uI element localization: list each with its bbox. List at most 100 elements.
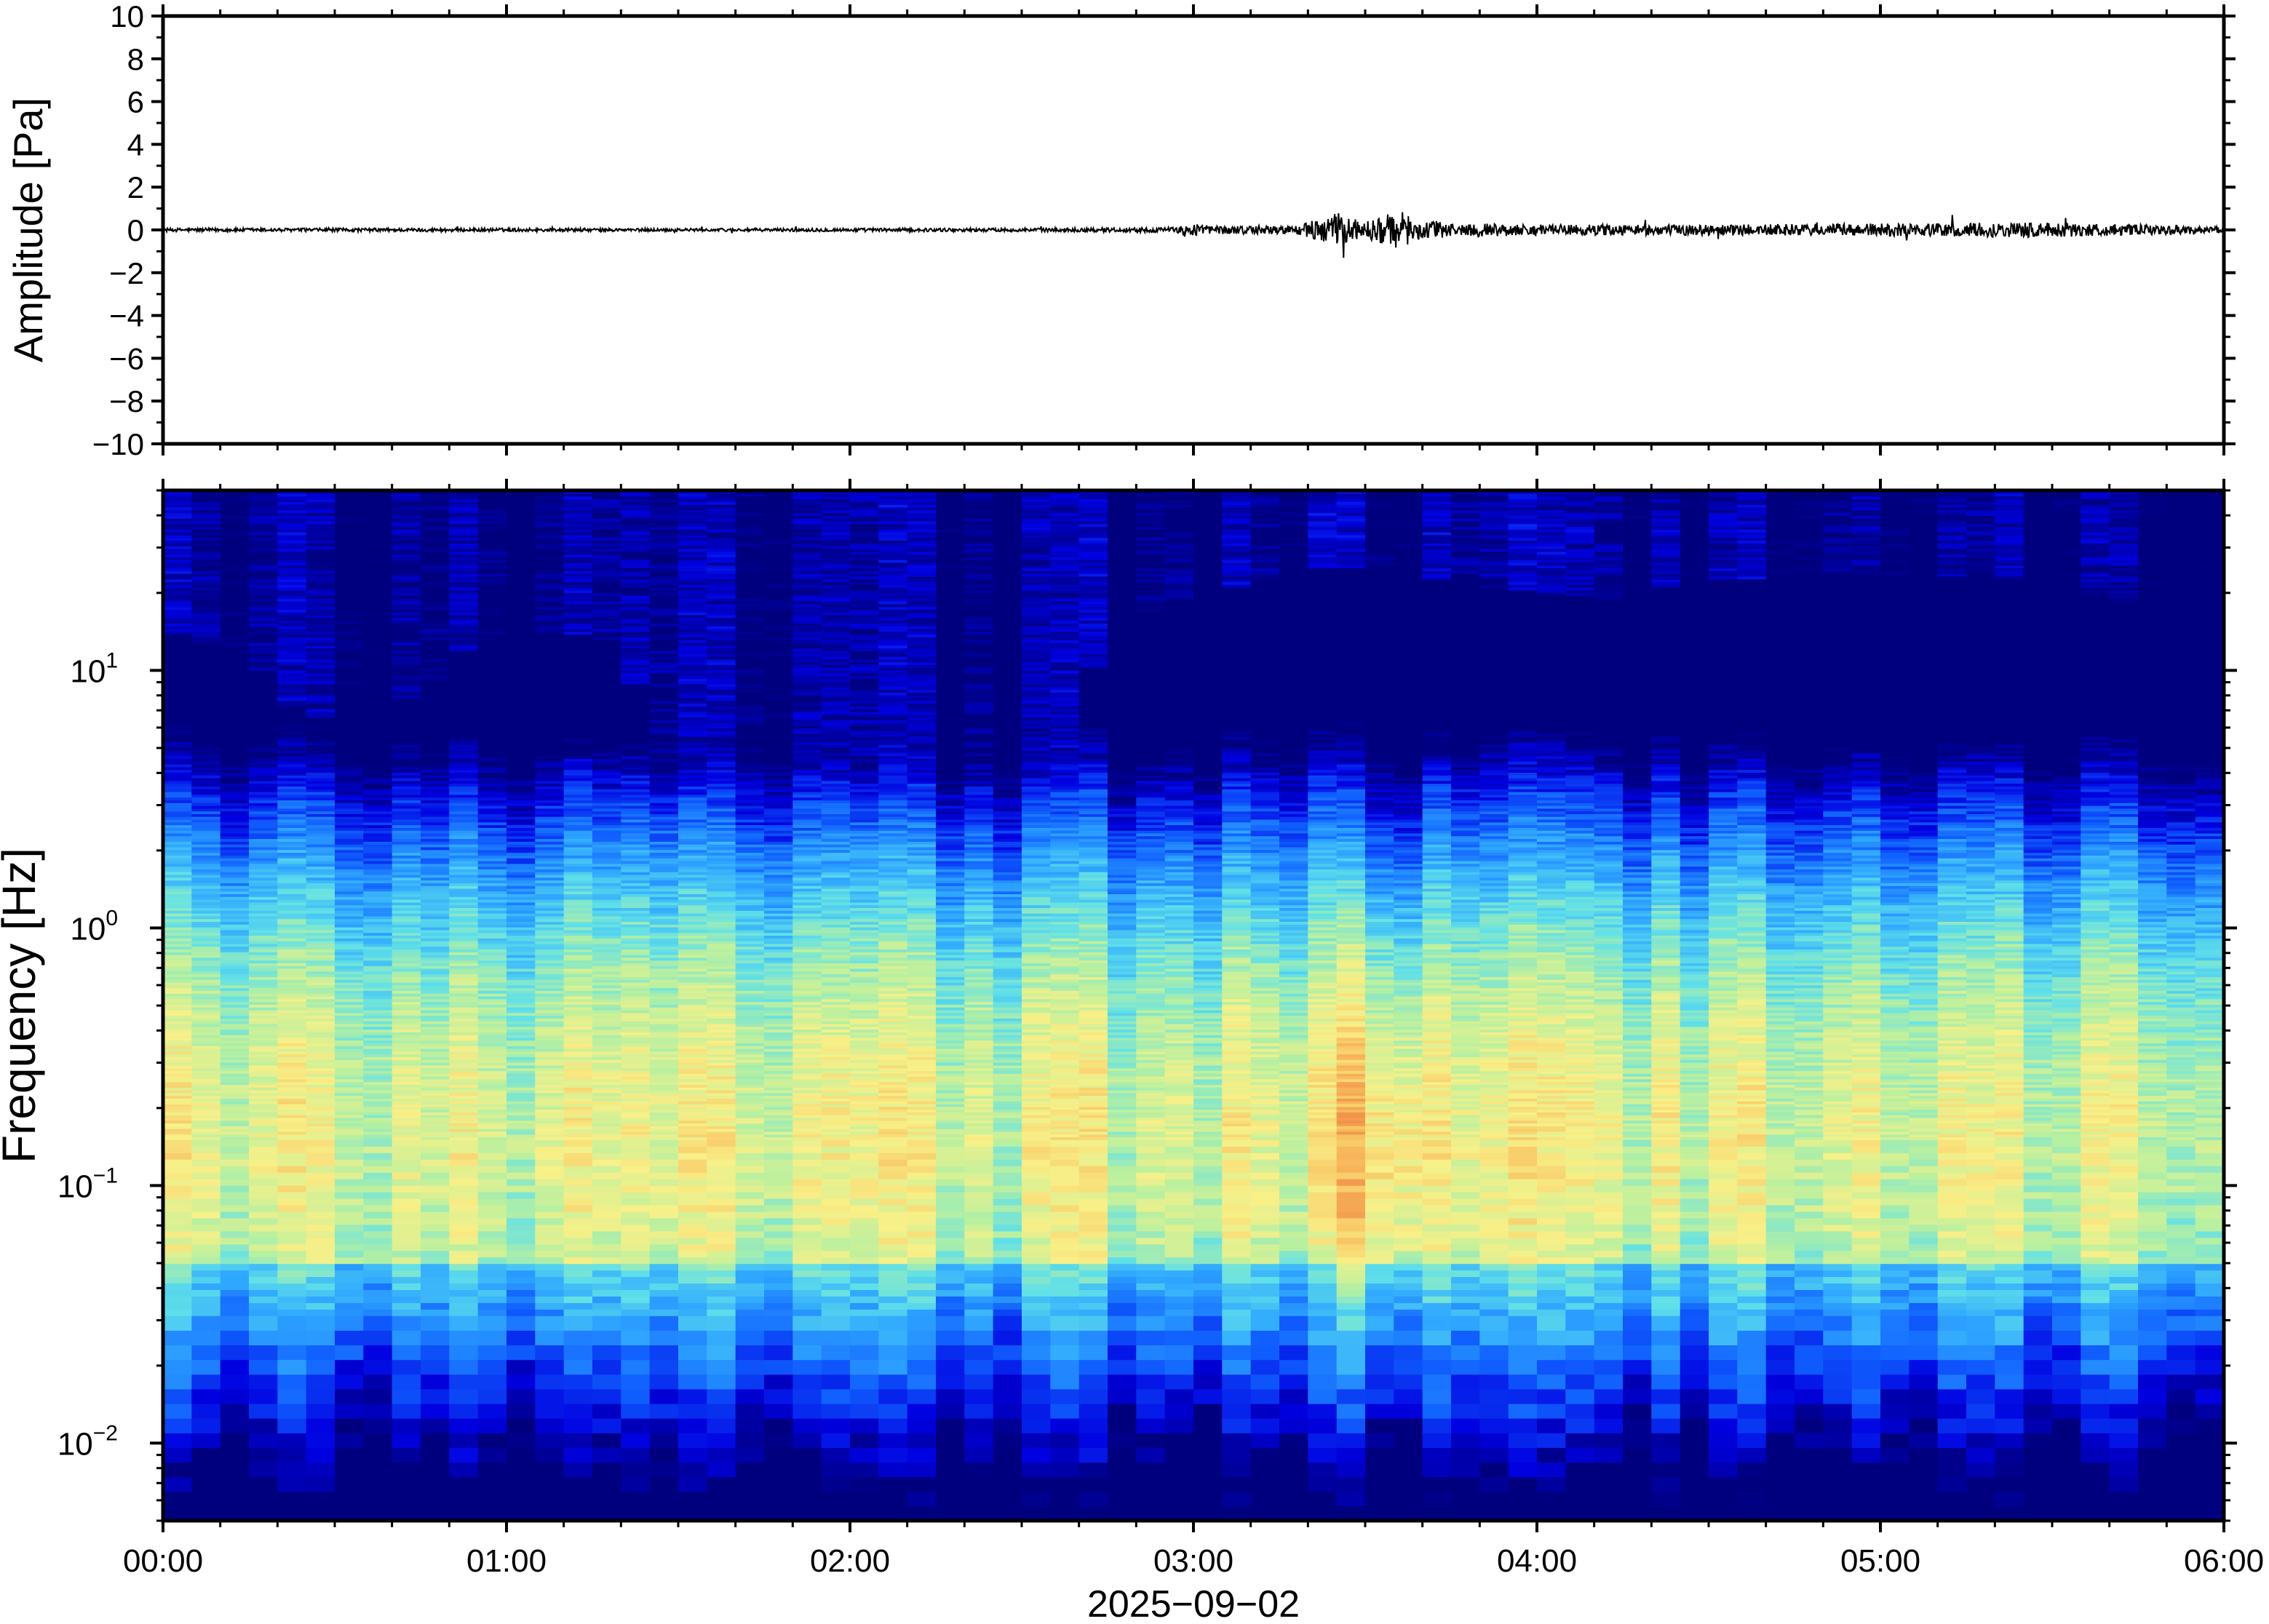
spectrogram-cell <box>449 1043 479 1046</box>
spectrogram-cell <box>563 1270 593 1278</box>
spectrogram-cell <box>535 559 565 563</box>
spectrogram-cell <box>220 1048 250 1052</box>
spectrogram-cell <box>392 827 421 831</box>
spectrogram-cell <box>592 669 622 674</box>
spectrogram-cell <box>649 979 679 983</box>
spectrogram-cell <box>249 829 279 834</box>
spectrogram-cell <box>220 891 250 894</box>
spectrogram-cell <box>363 921 393 925</box>
spectrogram-cell <box>649 940 679 944</box>
spectrogram-cell <box>563 493 593 497</box>
spectrogram-cell <box>163 1289 193 1297</box>
spectrogram-cell <box>191 631 221 635</box>
spectrogram-cell <box>506 1283 536 1290</box>
spectrogram-cell <box>649 1026 679 1030</box>
spectrogram-cell <box>506 893 536 897</box>
spectrogram-cell <box>392 515 421 519</box>
spectrogram-cell <box>335 606 365 610</box>
spectrogram-cell <box>363 501 393 505</box>
spectrogram-cell <box>421 1054 450 1057</box>
spectrogram-cell <box>563 963 593 966</box>
spectrogram-cell <box>621 838 651 842</box>
spectrogram-cell <box>535 995 565 1000</box>
spectrogram-cell <box>421 683 450 688</box>
spectrogram-cell <box>335 912 365 917</box>
spectrogram-cell <box>649 871 679 875</box>
spectrogram-cell <box>335 584 365 588</box>
spectrogram-cell <box>506 728 536 732</box>
spectrogram-cell <box>421 598 450 602</box>
spectrogram-cell <box>363 578 393 583</box>
spectrogram-cell <box>592 1067 622 1071</box>
spectrogram-cell <box>563 874 593 878</box>
spectrogram-cell <box>506 628 536 632</box>
spectrogram-cell <box>335 990 365 994</box>
spectrogram-cell <box>449 1120 479 1124</box>
spectrogram-cell <box>277 1309 307 1316</box>
spectrogram-cell <box>477 949 507 952</box>
spectrogram-cell <box>220 880 250 883</box>
spectrogram-cell <box>563 849 593 853</box>
spectrogram-cell <box>477 498 507 502</box>
spectrogram-cell <box>392 529 421 533</box>
spectrogram-cell <box>449 857 479 861</box>
spectrogram-cell <box>191 658 221 663</box>
spectrogram-cell <box>477 531 507 536</box>
spectrogram-cell <box>163 1046 193 1049</box>
spectrogram-cell <box>363 974 393 977</box>
spectrogram-cell <box>191 609 221 613</box>
spectrogram-cell <box>163 1070 193 1074</box>
spectrogram-cell <box>220 1112 250 1115</box>
spectrogram-cell <box>335 501 365 505</box>
spectrogram-cell <box>621 1015 651 1019</box>
spectrogram-cell <box>277 1224 307 1232</box>
spectrogram-cell <box>563 1146 593 1153</box>
spectrogram-cell <box>421 658 450 663</box>
spectrogram-cell <box>220 614 250 618</box>
spectrogram-cell <box>277 747 307 751</box>
spectrogram-cell <box>335 504 365 508</box>
spectrogram-cell <box>220 904 250 908</box>
spectrogram-cell <box>220 1211 250 1219</box>
spectrogram-cell <box>191 672 221 677</box>
spectrogram-cell <box>191 1098 221 1102</box>
spectrogram-cell <box>649 1117 679 1121</box>
spectrogram-cell <box>277 1026 307 1030</box>
spectrogram-cell <box>306 772 335 776</box>
spectrogram-cell <box>563 883 593 886</box>
spectrogram-cell <box>277 562 307 566</box>
spectrogram-cell <box>335 1070 365 1074</box>
spectrogram-cell <box>306 946 335 950</box>
spectrogram-cell <box>449 789 479 792</box>
spectrogram-cell <box>449 1283 479 1290</box>
spectrogram-cell <box>220 717 250 720</box>
spectrogram-cell <box>563 664 593 668</box>
spectrogram-cell <box>363 620 393 624</box>
spectrogram-cell <box>249 912 279 917</box>
spectrogram-cell <box>163 520 193 525</box>
spectrogram-cell <box>449 1009 479 1014</box>
spectrogram-cell <box>363 912 393 917</box>
spectrogram-cell <box>506 697 536 701</box>
spectrogram-cell <box>335 725 365 729</box>
spectrogram-cell <box>421 1462 450 1478</box>
spectrogram-cell <box>477 1023 507 1027</box>
spectrogram-cell <box>191 656 221 660</box>
spectrogram-cell <box>363 929 393 934</box>
spectrogram-cell <box>220 584 250 588</box>
spectrogram-cell <box>220 1059 250 1063</box>
spectrogram-cell <box>535 669 565 674</box>
spectrogram-cell <box>191 733 221 737</box>
spectrogram-cell <box>191 680 221 685</box>
spectrogram-cell <box>477 518 507 522</box>
spectrogram-cell <box>249 1084 279 1088</box>
spectrogram-cell <box>621 1505 651 1521</box>
spectrogram-cell <box>277 901 307 906</box>
spectrogram-cell <box>249 653 279 657</box>
spectrogram-cell <box>592 637 622 640</box>
spectrogram-cell <box>592 987 622 991</box>
spectrogram-cell <box>621 1070 651 1074</box>
spectrogram-cell <box>449 1018 479 1022</box>
spectrogram-cell <box>535 534 565 538</box>
